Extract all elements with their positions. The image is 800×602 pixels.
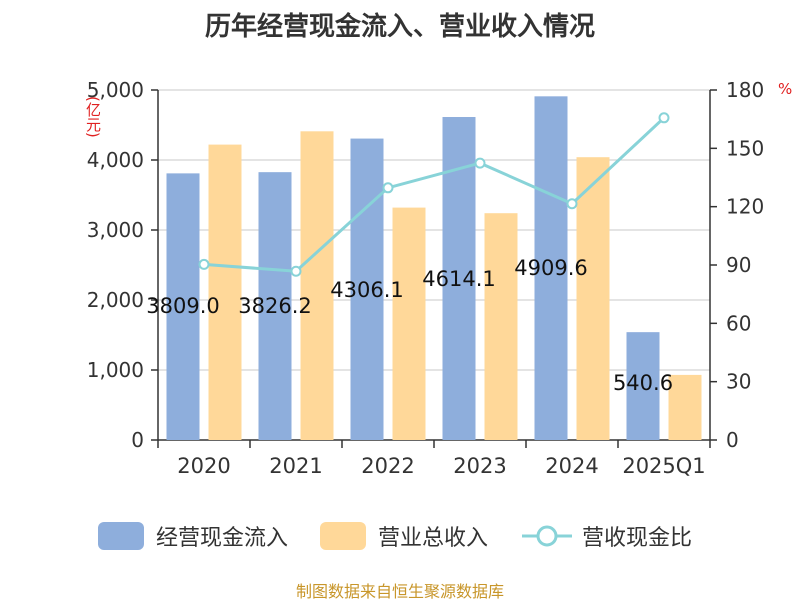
point-ratio (382, 182, 394, 194)
point-ratio (658, 112, 670, 124)
line-ratio (203, 116, 666, 273)
bar-revenue (208, 144, 242, 440)
bar-revenue (576, 157, 610, 440)
y-left-tick-label: 2,000 (87, 288, 144, 312)
x-tick-label: 2023 (453, 454, 506, 478)
legend-label-revenue: 营业总收入 (378, 526, 489, 551)
y-left-tick-label: 1,000 (87, 358, 144, 382)
legend-item-revenue[interactable]: 营业总收入 (320, 516, 488, 556)
y-left-tick-label: 5,000 (87, 78, 144, 102)
y-left-tick-label: 0 (131, 428, 144, 452)
bar-revenue (300, 131, 334, 441)
bar-cash-inflow (626, 332, 660, 440)
legend-label-cash-inflow: 经营现金流入 (156, 526, 289, 551)
data-label-cash-inflow: 4614.1 (422, 267, 495, 291)
x-tick-label: 2022 (361, 454, 414, 478)
x-tick-label: 2021 (269, 454, 322, 478)
y-right-tick-label: 120 (726, 195, 764, 219)
legend-label-ratio: 营收现金比 (582, 526, 693, 551)
y-right-tick-label: 150 (726, 136, 764, 160)
y-right-tick-label: 60 (726, 311, 751, 335)
legend-swatch-cash-inflow (98, 522, 144, 550)
point-ratio (198, 258, 210, 270)
point-ratio (290, 265, 302, 277)
bar-revenue (392, 207, 426, 440)
legend-swatch-revenue (320, 522, 366, 550)
bar-cash-inflow (534, 96, 568, 440)
data-label-cash-inflow: 4909.6 (514, 256, 587, 280)
y-right-tick-label: 0 (726, 428, 739, 452)
bar-cash-inflow (350, 138, 384, 440)
y-right-tick-label: 180 (726, 78, 764, 102)
data-label-cash-inflow: 3826.2 (238, 294, 311, 318)
legend-item-ratio[interactable]: 营收现金比 (522, 516, 692, 556)
source-note: 制图数据来自恒生聚源数据库 (295, 582, 504, 601)
y-right-tick-label: 90 (726, 253, 751, 277)
y-right-tick-label: 30 (726, 370, 751, 394)
chart-title: 历年经营现金流入、营业收入情况 (204, 12, 595, 42)
data-label-cash-inflow: 3809.0 (146, 294, 219, 318)
point-ratio (566, 198, 578, 210)
y-left-tick-label: 3,000 (87, 218, 144, 242)
legend-line-icon (522, 525, 572, 547)
bar-revenue (668, 374, 702, 440)
bar-cash-inflow (166, 173, 200, 440)
y-axis-right-label: % (778, 80, 793, 98)
data-label-cash-inflow: 540.6 (613, 371, 673, 395)
legend: 经营现金流入 营业总收入 营收现金比 (0, 516, 800, 556)
x-tick-label: 2025Q1 (622, 454, 705, 478)
point-ratio (474, 157, 486, 169)
legend-item-cash-inflow[interactable]: 经营现金流入 (98, 516, 288, 556)
bar-revenue (484, 213, 518, 440)
y-axis-left-label: (亿元) (84, 96, 102, 138)
x-tick-label: 2020 (177, 454, 230, 478)
bar-cash-inflow (258, 172, 292, 440)
data-label-cash-inflow: 4306.1 (330, 278, 403, 302)
y-left-tick-label: 4,000 (87, 148, 144, 172)
x-tick-label: 2024 (545, 454, 598, 478)
